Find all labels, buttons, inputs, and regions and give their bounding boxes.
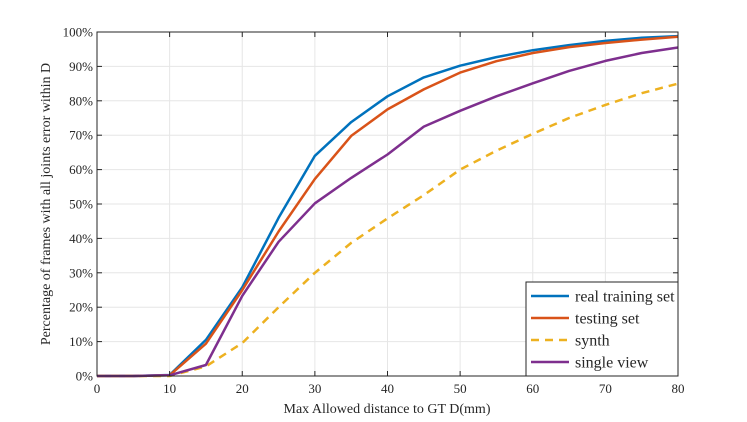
x-tick-label: 50 <box>454 381 467 396</box>
y-tick-label: 80% <box>69 93 93 108</box>
y-tick-label: 90% <box>69 59 93 74</box>
x-tick-label: 80 <box>672 381 685 396</box>
y-tick-label: 30% <box>69 265 93 280</box>
legend: real training set testing set synth single … <box>525 281 679 377</box>
legend-label: single view <box>575 355 649 372</box>
x-tick-label: 70 <box>599 381 612 396</box>
legend-box <box>525 281 679 377</box>
legend-label: synth <box>575 333 610 350</box>
y-axis-ticks: 0% 10% 20% 30% 40% 50% 60% 70% 80% 90% 100% <box>63 25 678 384</box>
y-tick-label: 10% <box>69 334 93 349</box>
x-tick-label: 30 <box>308 381 321 396</box>
legend-label: testing set <box>575 311 640 328</box>
series-lines <box>97 34 679 378</box>
y-tick-label: 100% <box>63 25 94 40</box>
x-tick-label: 0 <box>94 381 101 396</box>
y-axis-label: Percentage of frames with all joints err… <box>39 63 54 345</box>
x-axis-ticks: 0 10 20 30 40 50 60 70 80 <box>94 32 685 396</box>
x-tick-label: 40 <box>381 381 394 396</box>
series-line-single-view <box>97 46 679 378</box>
y-tick-label: 0% <box>76 369 94 384</box>
series-line-real-training-set <box>97 34 679 378</box>
y-tick-label: 60% <box>69 162 93 177</box>
x-tick-label: 10 <box>163 381 176 396</box>
series-line-synth <box>97 82 679 378</box>
y-tick-label: 40% <box>69 231 93 246</box>
x-tick-label: 20 <box>236 381 249 396</box>
x-axis-label: Max Allowed distance to GT D(mm) <box>284 402 491 417</box>
x-tick-label: 60 <box>526 381 539 396</box>
y-tick-label: 50% <box>69 197 93 212</box>
legend-label: real training set <box>575 289 675 306</box>
y-tick-label: 70% <box>69 128 93 143</box>
series-line-testing-set <box>97 35 679 378</box>
y-tick-label: 20% <box>69 300 93 315</box>
